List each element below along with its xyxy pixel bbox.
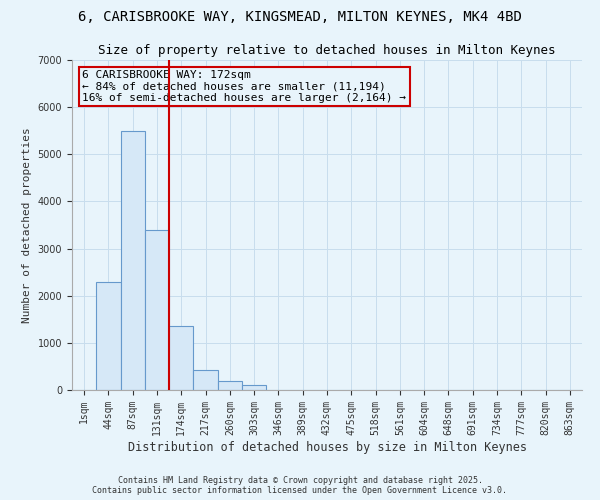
Bar [96, 282, 121, 390]
Text: 6, CARISBROOKE WAY, KINGSMEAD, MILTON KEYNES, MK4 4BD: 6, CARISBROOKE WAY, KINGSMEAD, MILTON KE… [78, 10, 522, 24]
Title: Size of property relative to detached houses in Milton Keynes: Size of property relative to detached ho… [98, 44, 556, 58]
Bar [193, 370, 218, 390]
X-axis label: Distribution of detached houses by size in Milton Keynes: Distribution of detached houses by size … [128, 440, 527, 454]
Text: Contains HM Land Registry data © Crown copyright and database right 2025.
Contai: Contains HM Land Registry data © Crown c… [92, 476, 508, 495]
Bar [242, 386, 266, 390]
Text: 6 CARISBROOKE WAY: 172sqm
← 84% of detached houses are smaller (11,194)
16% of s: 6 CARISBROOKE WAY: 172sqm ← 84% of detac… [82, 70, 406, 103]
Bar [169, 326, 193, 390]
Bar [218, 380, 242, 390]
Bar [145, 230, 169, 390]
Y-axis label: Number of detached properties: Number of detached properties [22, 127, 32, 323]
Bar [121, 130, 145, 390]
